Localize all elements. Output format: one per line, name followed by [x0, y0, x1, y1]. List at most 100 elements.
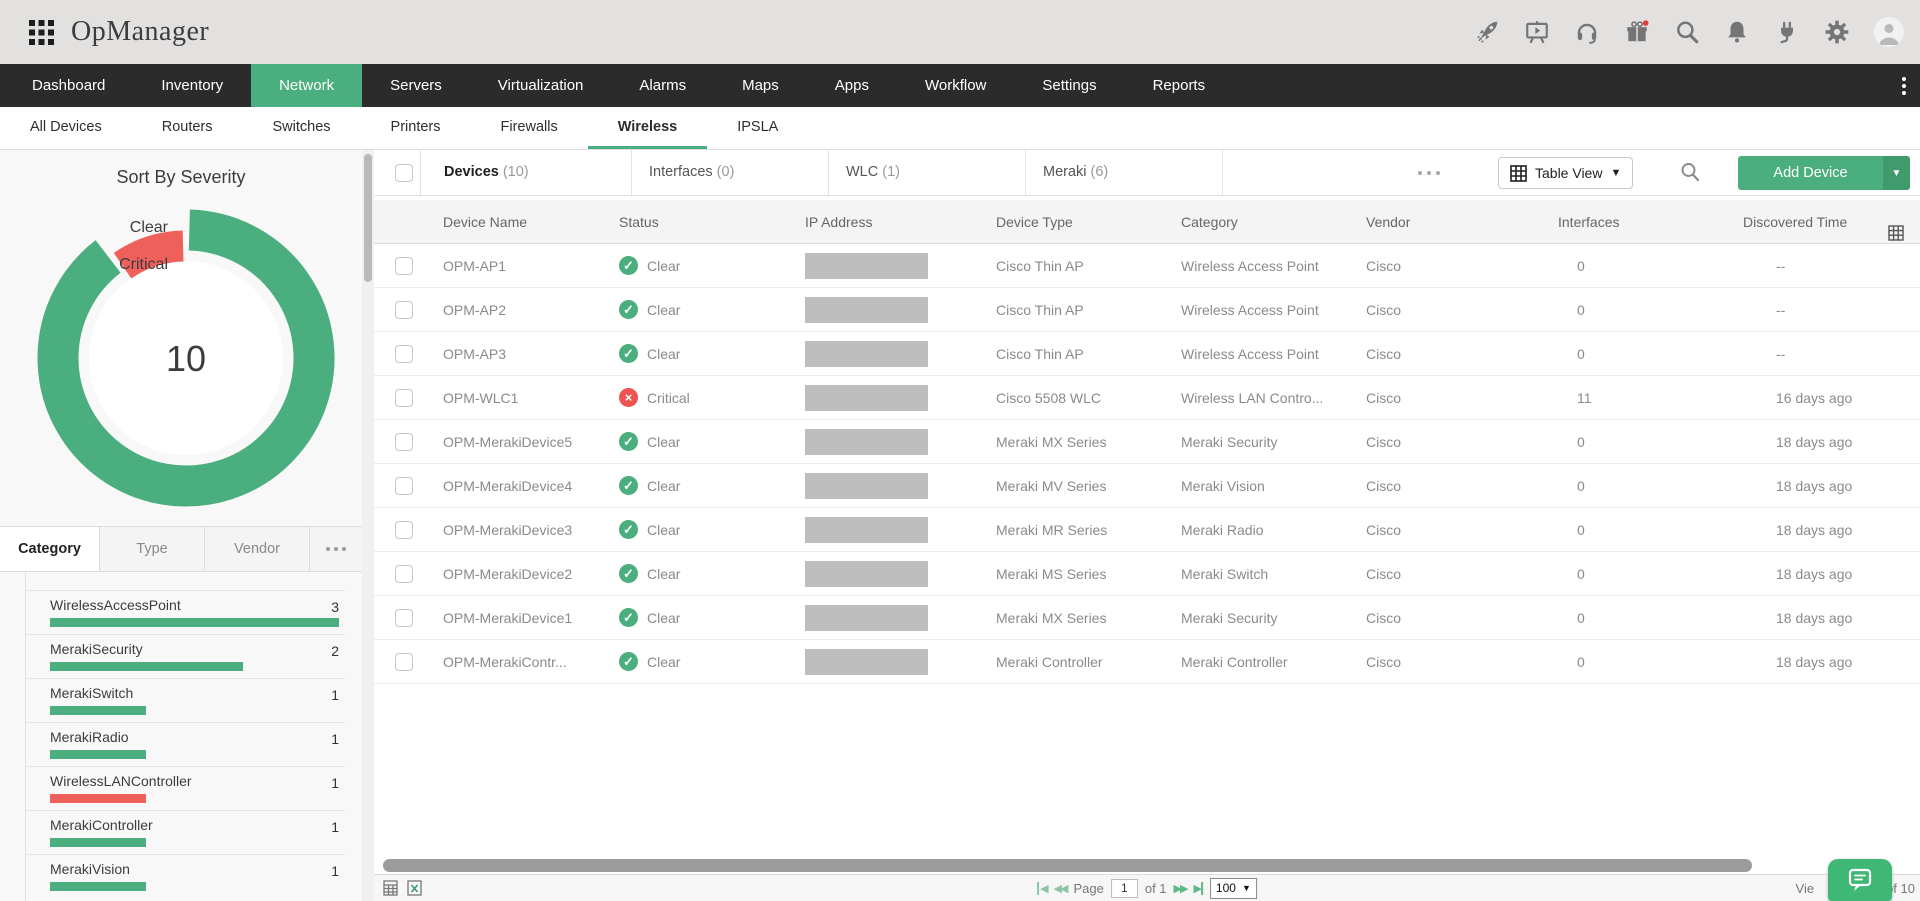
- export-excel-icon[interactable]: [407, 880, 422, 896]
- category-row-merakicontroller[interactable]: MerakiController 1: [26, 810, 345, 854]
- page-size-select[interactable]: 100 ▼: [1209, 877, 1257, 899]
- row-checkbox[interactable]: [395, 389, 413, 407]
- category-row-wirelesslancontroller[interactable]: WirelessLANController 1: [26, 766, 345, 810]
- cell-device-name[interactable]: OPM-AP1: [443, 258, 507, 274]
- nav-item-reports[interactable]: Reports: [1152, 77, 1206, 94]
- subnav-item-wireless[interactable]: Wireless: [587, 107, 708, 149]
- category-row-merakivision[interactable]: MerakiVision 1: [26, 854, 345, 898]
- nav-overflow-kebab-icon[interactable]: [1902, 64, 1906, 107]
- row-checkbox[interactable]: [395, 257, 413, 275]
- col-vendor[interactable]: Vendor: [1366, 214, 1411, 230]
- cell-device-name[interactable]: OPM-AP3: [443, 346, 507, 362]
- col-device-name[interactable]: Device Name: [443, 214, 528, 230]
- row-checkbox[interactable]: [395, 345, 413, 363]
- donut-slice-critical[interactable]: [113, 230, 184, 279]
- category-label[interactable]: MerakiVision: [50, 861, 130, 877]
- col-ip-address[interactable]: IP Address: [805, 214, 873, 230]
- app-grid-icon[interactable]: [28, 19, 55, 46]
- subnav-item-all-devices[interactable]: All Devices: [30, 119, 102, 135]
- last-page-icon[interactable]: ▶: [1193, 881, 1203, 895]
- gift-icon[interactable]: [1624, 19, 1650, 45]
- cell-device-name[interactable]: OPM-MerakiDevice2: [443, 566, 573, 582]
- category-label[interactable]: WirelessAccessPoint: [50, 597, 181, 613]
- category-label[interactable]: MerakiController: [50, 817, 153, 833]
- add-device-caret-icon[interactable]: ▼: [1883, 156, 1910, 190]
- table-row[interactable]: OPM-MerakiDevice2 ✓ Clear Meraki MS Series M…: [374, 552, 1920, 596]
- table-row[interactable]: OPM-MerakiDevice4 ✓ Clear Meraki MV Series M…: [374, 464, 1920, 508]
- subnav-item-firewalls[interactable]: Firewalls: [500, 119, 558, 135]
- subnav-item-switches[interactable]: Switches: [272, 119, 331, 135]
- cell-device-name[interactable]: OPM-MerakiContr...: [443, 654, 567, 670]
- cell-device-name[interactable]: OPM-AP2: [443, 302, 507, 318]
- add-device-button[interactable]: Add Device ▼: [1738, 156, 1910, 190]
- table-search-icon[interactable]: [1680, 162, 1700, 187]
- select-all-checkbox[interactable]: [395, 164, 413, 182]
- table-row[interactable]: OPM-AP2 ✓ Clear Cisco Thin AP Wireless Acces…: [374, 288, 1920, 332]
- user-avatar[interactable]: [1874, 17, 1904, 47]
- prev-page-icon[interactable]: ◀◀: [1053, 882, 1069, 895]
- next-page-icon[interactable]: ▶▶: [1173, 882, 1189, 895]
- column-chooser-icon[interactable]: [1888, 214, 1904, 258]
- sidebar-tabs-more-icon[interactable]: [310, 527, 362, 571]
- nav-item-servers[interactable]: Servers: [390, 77, 442, 94]
- col-interfaces[interactable]: Interfaces: [1558, 214, 1620, 230]
- table-row[interactable]: OPM-MerakiContr... ✓ Clear Meraki Controlle…: [374, 640, 1920, 684]
- nav-item-settings[interactable]: Settings: [1042, 77, 1097, 94]
- tab-interfaces[interactable]: Interfaces (0): [632, 150, 829, 196]
- row-checkbox[interactable]: [395, 433, 413, 451]
- col-discovered-time[interactable]: Discovered Time: [1743, 214, 1848, 230]
- col-device-type[interactable]: Device Type: [996, 214, 1073, 230]
- rocket-icon[interactable]: [1474, 19, 1500, 45]
- subnav-item-ipsla[interactable]: IPSLA: [737, 119, 779, 135]
- table-row[interactable]: OPM-MerakiDevice1 ✓ Clear Meraki MX Series M…: [374, 596, 1920, 640]
- plug-icon[interactable]: [1774, 19, 1800, 45]
- export-report-icon[interactable]: [383, 880, 398, 896]
- category-label[interactable]: MerakiSwitch: [50, 685, 134, 701]
- nav-item-maps[interactable]: Maps: [742, 77, 779, 94]
- row-checkbox[interactable]: [395, 565, 413, 583]
- category-label[interactable]: MerakiRadio: [50, 729, 129, 745]
- category-label[interactable]: WirelessLANController: [50, 773, 192, 789]
- cell-device-name[interactable]: OPM-MerakiDevice5: [443, 434, 573, 450]
- row-checkbox[interactable]: [395, 653, 413, 671]
- table-row[interactable]: OPM-WLC1 × Critical Cisco 5508 WLC Wireless …: [374, 376, 1920, 420]
- table-view-button[interactable]: Table View ▼: [1498, 157, 1634, 189]
- sidebar-scrollbar-thumb[interactable]: [364, 154, 372, 282]
- gear-icon[interactable]: [1824, 19, 1850, 45]
- sidebar-tab-vendor[interactable]: Vendor: [205, 527, 310, 571]
- sidebar-tab-type[interactable]: Type: [100, 527, 205, 571]
- tab-wlc[interactable]: WLC (1): [829, 150, 1026, 196]
- nav-item-inventory[interactable]: Inventory: [161, 77, 224, 94]
- row-checkbox[interactable]: [395, 609, 413, 627]
- table-row[interactable]: OPM-AP1 ✓ Clear Cisco Thin AP Wireless Acces…: [374, 244, 1920, 288]
- cell-device-name[interactable]: OPM-MerakiDevice3: [443, 522, 573, 538]
- tab-meraki[interactable]: Meraki (6): [1026, 150, 1223, 196]
- subnav-item-printers[interactable]: Printers: [390, 119, 441, 135]
- col-status[interactable]: Status: [619, 214, 659, 230]
- row-checkbox[interactable]: [395, 521, 413, 539]
- page-number-input[interactable]: 1: [1110, 878, 1138, 898]
- nav-item-dashboard[interactable]: Dashboard: [32, 77, 106, 94]
- col-category[interactable]: Category: [1181, 214, 1238, 230]
- row-checkbox[interactable]: [395, 477, 413, 495]
- cell-device-name[interactable]: OPM-MerakiDevice4: [443, 478, 573, 494]
- horizontal-scrollbar-thumb[interactable]: [383, 859, 1752, 872]
- category-row-wirelessaccesspoint[interactable]: WirelessAccessPoint 3: [26, 590, 345, 634]
- nav-item-network[interactable]: Network: [251, 64, 363, 107]
- table-row[interactable]: OPM-AP3 ✓ Clear Cisco Thin AP Wireless Acces…: [374, 332, 1920, 376]
- tab-devices[interactable]: Devices (10): [420, 150, 632, 196]
- search-icon[interactable]: [1674, 19, 1700, 45]
- cell-device-name[interactable]: OPM-MerakiDevice1: [443, 610, 573, 626]
- category-row-merakiradio[interactable]: MerakiRadio 1: [26, 722, 345, 766]
- first-page-icon[interactable]: ◀: [1037, 881, 1049, 895]
- nav-item-workflow[interactable]: Workflow: [924, 77, 987, 94]
- presentation-icon[interactable]: [1524, 19, 1550, 45]
- category-row-merakisecurity[interactable]: MerakiSecurity 2: [26, 634, 345, 678]
- table-row[interactable]: OPM-MerakiDevice3 ✓ Clear Meraki MR Series M…: [374, 508, 1920, 552]
- donut-slice-clear[interactable]: [37, 209, 335, 507]
- add-device-label[interactable]: Add Device: [1738, 156, 1883, 190]
- nav-item-alarms[interactable]: Alarms: [639, 77, 687, 94]
- nav-item-apps[interactable]: Apps: [834, 77, 869, 94]
- bell-icon[interactable]: [1724, 19, 1750, 45]
- cell-device-name[interactable]: OPM-WLC1: [443, 390, 519, 406]
